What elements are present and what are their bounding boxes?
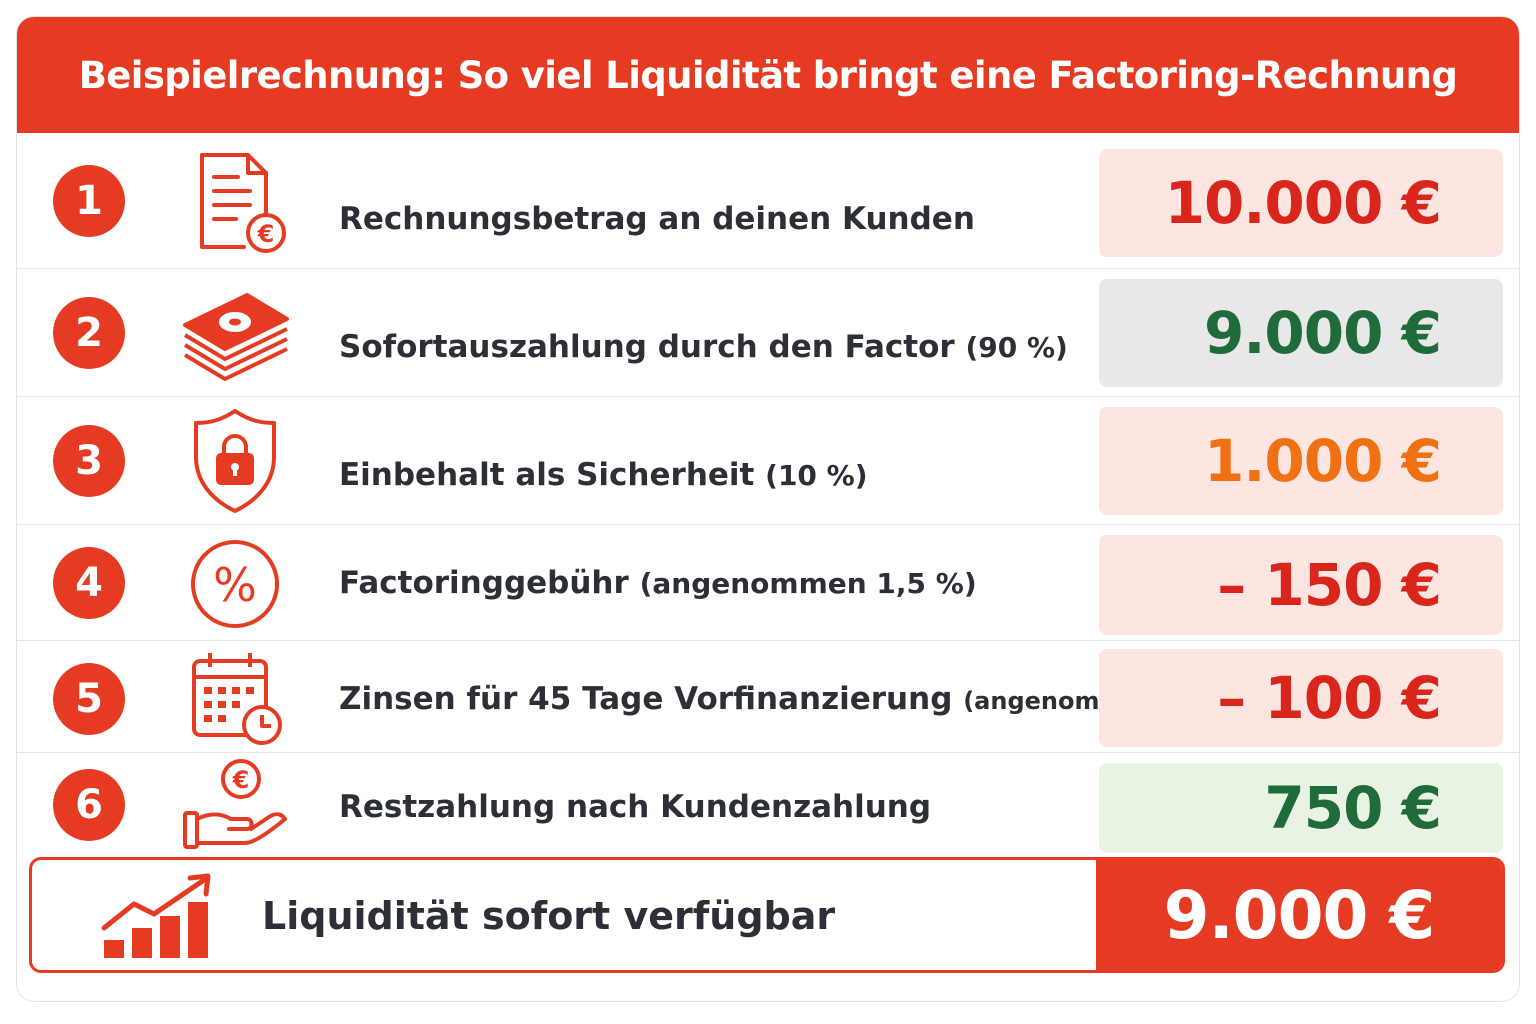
value-box: 1.000 € [1099,407,1503,515]
money-stack-icon [175,279,295,389]
svg-text:€: € [257,220,275,248]
row-label: Einbehalt als Sicherheit (10 %) [339,457,868,493]
row-label: Factoringgebühr (angenommen 1,5 %) [339,565,977,601]
total-label: Liquidität sofort verfügbar [262,894,836,938]
row-immediate-payout: 2 Sofortauszahlung durch den Factor (90 … [17,269,1519,397]
svg-text:€: € [232,766,250,794]
value-box: – 100 € [1099,649,1503,747]
percent-icon: % [175,529,295,639]
row-remaining-payment: 6 € Restzahlung nach Kundenzahlung 750 € [17,753,1519,857]
step-number-badge: 4 [53,547,125,619]
row-factoring-fee: 4 % Factoringgebühr (angenommen 1,5 %) –… [17,525,1519,641]
step-number-badge: 1 [53,165,125,237]
row-label: Zinsen für 45 Tage Vorfinanzierung (ange… [339,681,1169,717]
total-row: Liquidität sofort verfügbar 9.000 € [29,857,1505,973]
shield-lock-icon [175,405,295,515]
total-value: 9.000 € [1096,860,1502,970]
value-box: 750 € [1099,763,1503,853]
calculation-card: Beispielrechnung: So viel Liquidität bri… [16,16,1520,1002]
svg-text:%: % [213,558,257,612]
row-label: Restzahlung nach Kundenzahlung [339,789,932,825]
step-number-badge: 5 [53,663,125,735]
value-box: 10.000 € [1099,149,1503,257]
row-invoice-amount: 1 € Rechnungsbetrag an deinen Kunden 10.… [17,133,1519,269]
value-box: 9.000 € [1099,279,1503,387]
calendar-clock-icon [175,643,295,753]
row-label: Rechnungsbetrag an deinen Kunden [339,201,975,237]
invoice-euro-icon: € [175,147,295,257]
step-number-badge: 2 [53,297,125,369]
growth-chart-icon [94,870,224,966]
row-interest: 5 Zinsen für 45 Tage Vorfinanzierung (an… [17,641,1519,753]
row-security-retention: 3 Einbehalt als Sicherheit (10 %) 1.000 … [17,397,1519,525]
hand-euro-coin-icon: € [175,749,295,859]
page-title: Beispielrechnung: So viel Liquidität bri… [17,17,1519,133]
value-box: – 150 € [1099,535,1503,635]
step-number-badge: 6 [53,769,125,841]
row-label: Sofortauszahlung durch den Factor (90 %) [339,329,1068,365]
step-number-badge: 3 [53,425,125,497]
